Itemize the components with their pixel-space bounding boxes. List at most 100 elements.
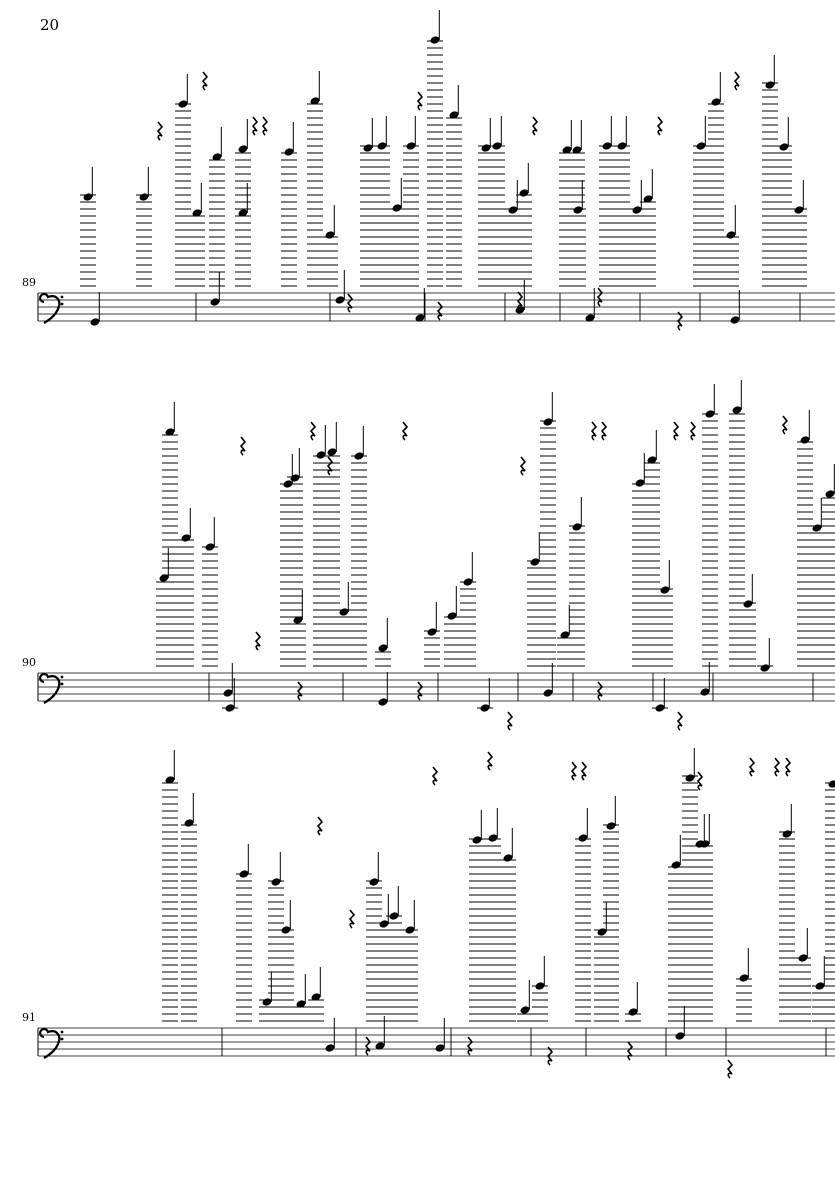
quarter-rest-icon [201, 71, 209, 91]
note-head [572, 146, 582, 154]
quarter-rest-icon [590, 421, 598, 441]
quarter-rest-icon [251, 116, 259, 136]
note-head [415, 314, 425, 322]
note-head [782, 830, 792, 838]
note-head [205, 543, 215, 551]
quarter-rest-icon [733, 71, 741, 91]
note-head [602, 142, 612, 150]
quarter-rest-icon [773, 757, 781, 777]
note-head [472, 836, 482, 844]
quarter-rest-icon [531, 116, 539, 136]
bass-clef-dot [60, 675, 64, 679]
note-head [492, 142, 502, 150]
quarter-rest-icon [546, 1046, 554, 1066]
note-head [159, 574, 169, 582]
note-head [632, 206, 642, 214]
quarter-rest-icon [656, 116, 664, 136]
note-head [369, 878, 379, 886]
note-head [800, 436, 810, 444]
quarter-rest-icon [596, 287, 604, 307]
note-head [743, 600, 753, 608]
note-head [316, 451, 326, 459]
note-head [671, 861, 681, 869]
quarter-rest-icon [676, 711, 684, 731]
quarter-rest-icon [486, 751, 494, 771]
measure-number-90: 90 [22, 656, 36, 669]
note-head [327, 448, 337, 456]
note-head [392, 204, 402, 212]
note-head [238, 145, 248, 153]
note-head [271, 878, 281, 886]
quarter-rest-icon [348, 909, 356, 929]
note-head [635, 479, 645, 487]
note-head [530, 558, 540, 566]
bass-clef-icon [39, 292, 61, 324]
note-head [184, 819, 194, 827]
note-head [685, 774, 695, 782]
quarter-rest-icon [506, 711, 514, 731]
note-head [378, 698, 388, 706]
quarter-rest-icon [466, 1036, 474, 1056]
note-head [181, 534, 191, 542]
note-head [578, 834, 588, 842]
note-head [165, 428, 175, 436]
note-head [573, 206, 583, 214]
quarter-rest-icon [364, 1036, 372, 1056]
quarter-rest-icon [316, 816, 324, 836]
note-head [572, 523, 582, 531]
note-head [606, 822, 616, 830]
note-head [430, 36, 440, 44]
note-head [520, 1006, 530, 1014]
note-head [675, 1032, 685, 1040]
note-head [700, 688, 710, 696]
note-head [223, 689, 233, 697]
note-head [543, 418, 553, 426]
bass-clef-dot [60, 295, 64, 299]
note-head [178, 100, 188, 108]
note-head [643, 195, 653, 203]
note-head [481, 144, 491, 152]
note-head [726, 231, 736, 239]
quarter-rest-icon [254, 631, 262, 651]
quarter-rest-icon [519, 456, 527, 476]
quarter-rest-icon [516, 291, 524, 311]
note-head [339, 608, 349, 616]
quarter-rest-icon [672, 421, 680, 441]
note-head [739, 974, 749, 982]
note-head [427, 628, 437, 636]
note-head [488, 834, 498, 842]
note-head [238, 209, 248, 217]
note-head [765, 81, 775, 89]
note-head [325, 231, 335, 239]
note-head [405, 926, 415, 934]
quarter-rest-icon [346, 293, 354, 313]
bass-clef-dot [60, 682, 64, 686]
note-head [210, 298, 220, 306]
note-head [779, 143, 789, 151]
note-head [165, 776, 175, 784]
note-head [760, 664, 770, 672]
note-head [585, 314, 595, 322]
bass-clef-dot [60, 1030, 64, 1034]
note-head [335, 296, 345, 304]
measure-number-89: 89 [22, 276, 36, 289]
measure-number-91: 91 [22, 1011, 36, 1024]
page-number: 20 [40, 16, 60, 34]
quarter-rest-icon [416, 91, 424, 111]
note-head [825, 490, 835, 498]
bass-clef-dot [60, 302, 64, 306]
note-head [543, 689, 553, 697]
note-head [705, 410, 715, 418]
quarter-rest-icon [416, 681, 424, 701]
note-head [794, 206, 804, 214]
note-head [700, 840, 710, 848]
note-head [281, 926, 291, 934]
note-head [239, 870, 249, 878]
quarter-rest-icon [676, 311, 684, 331]
note-head [562, 146, 572, 154]
note-head [730, 316, 740, 324]
note-head [284, 148, 294, 156]
note-head [732, 406, 742, 414]
note-head [262, 998, 272, 1006]
quarter-rest-icon [748, 757, 756, 777]
